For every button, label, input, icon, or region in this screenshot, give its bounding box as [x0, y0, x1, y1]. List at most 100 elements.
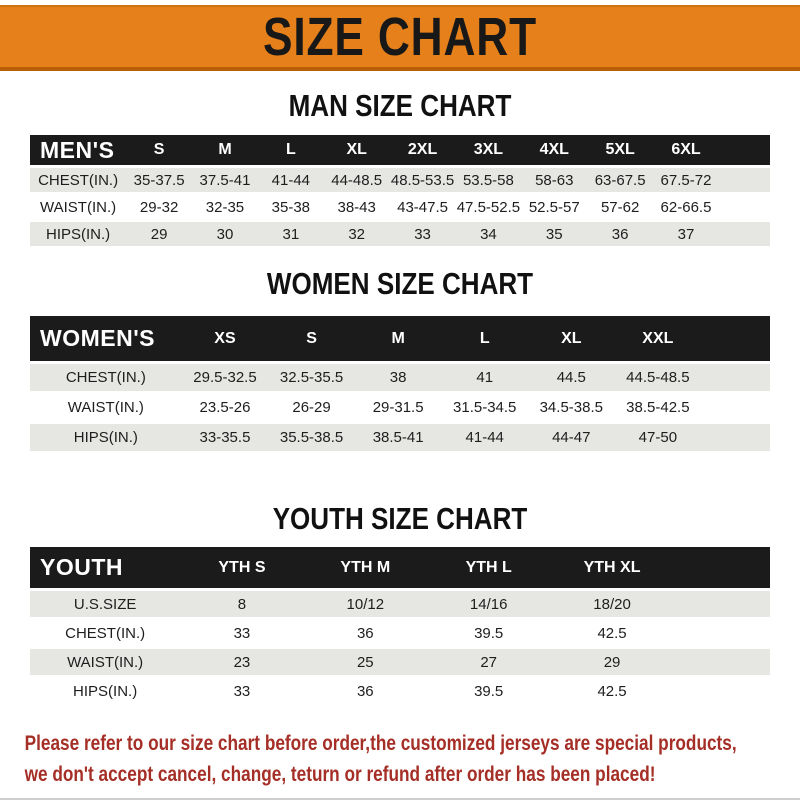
size-chart-section-youth: YOUTH SIZE CHART YOUTH YTH S YTH M YTH L YTH … [0, 503, 800, 704]
size-cell: 26-29 [268, 391, 355, 421]
size-cell: 58-63 [521, 165, 588, 192]
column-header: M [354, 316, 442, 361]
footer-note-line-2: we don't accept cancel, change, teturn o… [24, 763, 656, 786]
row-label: CHEST(IN.) [30, 361, 182, 391]
column-header: 3XL [455, 135, 522, 165]
table-row: HIPS(IN.) 29 30 31 32 33 34 35 36 37 [30, 219, 770, 246]
size-cell: 48.5-53.5 [389, 165, 456, 192]
size-cell: 42.5 [550, 617, 674, 646]
size-cell: 36 [303, 675, 427, 704]
size-cell: 34.5-38.5 [528, 391, 615, 421]
table-row: CHEST(IN.) 33 36 39.5 42.5 [30, 617, 770, 646]
table-row: HIPS(IN.) 33 36 39.5 42.5 [30, 675, 770, 704]
column-header: M [192, 135, 258, 165]
size-cell: 67.5-72 [653, 165, 719, 192]
size-cell: 44-48.5 [323, 165, 390, 192]
size-cell: 63-67.5 [587, 165, 654, 192]
table-header-row: WOMEN'S XS S M L XL XXL [30, 316, 770, 361]
column-header: YTH M [303, 547, 427, 588]
size-cell: 35-38 [257, 192, 324, 219]
row-label: WAIST(IN.) [30, 192, 127, 219]
table-header-row: MEN'S S M L XL 2XL 3XL 4XL 5XL 6XL [30, 135, 770, 165]
column-header: XL [323, 135, 390, 165]
size-chart-section-men: MAN SIZE CHART MEN'S S M L XL 2XL 3XL 4XL 5XL 6XL C… [0, 90, 800, 246]
size-cell: 25 [303, 646, 427, 675]
spacer-cell [718, 219, 770, 246]
row-label: HIPS(IN.) [30, 219, 127, 246]
size-cell: 27 [427, 646, 551, 675]
spacer-cell [718, 192, 770, 219]
size-cell: 38 [354, 361, 442, 391]
size-cell: 44.5 [528, 361, 615, 391]
size-cell: 29.5-32.5 [181, 361, 269, 391]
spacer-cell [701, 421, 770, 451]
column-header: S [268, 316, 355, 361]
size-cell: 30 [192, 219, 258, 246]
size-cell: 39.5 [427, 617, 551, 646]
spacer-cell [701, 391, 770, 421]
size-cell: 35-37.5 [126, 165, 193, 192]
size-cell: 32.5-35.5 [268, 361, 355, 391]
table-row: CHEST(IN.) 29.5-32.5 32.5-35.5 38 41 44.5 44.5… [30, 361, 770, 391]
size-cell: 29-31.5 [354, 391, 442, 421]
column-header: 6XL [653, 135, 719, 165]
column-header: S [126, 135, 193, 165]
size-cell: 44-47 [528, 421, 615, 451]
size-cell: 29-32 [126, 192, 193, 219]
spacer-cell [718, 165, 770, 192]
size-cell: 29 [126, 219, 193, 246]
size-cell: 37 [653, 219, 719, 246]
size-cell: 44.5-48.5 [614, 361, 702, 391]
size-cell: 38-43 [323, 192, 390, 219]
footer-note-line-1: Please refer to our size chart before or… [24, 732, 737, 755]
table-row: CHEST(IN.) 35-37.5 37.5-41 41-44 44-48.5 48.5… [30, 165, 770, 192]
column-header: L [441, 316, 528, 361]
footer-note: Please refer to our size chart before or… [0, 728, 737, 790]
table-row: WAIST(IN.) 23.5-26 26-29 29-31.5 31.5-34.5 34… [30, 391, 770, 421]
column-header: XXL [614, 316, 702, 361]
column-header: 4XL [521, 135, 588, 165]
size-cell: 23 [180, 646, 304, 675]
spacer-cell [673, 675, 770, 704]
size-cell: 53.5-58 [455, 165, 522, 192]
size-cell: 36 [303, 617, 427, 646]
size-cell: 23.5-26 [181, 391, 269, 421]
table-header-row: YOUTH YTH S YTH M YTH L YTH XL [30, 547, 770, 588]
column-header: 5XL [587, 135, 654, 165]
size-cell: 41-44 [257, 165, 324, 192]
table-row: U.S.SIZE 8 10/12 14/16 18/20 [30, 588, 770, 617]
size-table-women: WOMEN'S XS S M L XL XXL CHEST(IN.) 29.5-32.5 32.5… [30, 316, 770, 451]
size-cell: 35 [521, 219, 588, 246]
size-cell: 14/16 [427, 588, 551, 617]
section-title: WOMEN SIZE CHART [266, 266, 534, 301]
row-label: CHEST(IN.) [30, 617, 181, 646]
size-chart-section-women: WOMEN SIZE CHART WOMEN'S XS S M L XL XXL CHEST(I… [0, 268, 800, 451]
table-header-label: YOUTH [30, 547, 181, 588]
table-header-label: MEN'S [30, 135, 127, 165]
size-cell: 37.5-41 [192, 165, 258, 192]
size-cell: 31 [257, 219, 324, 246]
section-title: YOUTH SIZE CHART [272, 501, 528, 536]
size-sections: MAN SIZE CHART MEN'S S M L XL 2XL 3XL 4XL 5XL 6XL C… [0, 90, 800, 704]
size-cell: 47.5-52.5 [455, 192, 522, 219]
size-cell: 62-66.5 [653, 192, 719, 219]
table-row: WAIST(IN.) 29-32 32-35 35-38 38-43 43-47.5 47.… [30, 192, 770, 219]
size-chart-banner: SIZE CHART [0, 5, 800, 71]
size-cell: 47-50 [614, 421, 702, 451]
size-cell: 34 [455, 219, 522, 246]
size-cell: 8 [180, 588, 304, 617]
size-table-men: MEN'S S M L XL 2XL 3XL 4XL 5XL 6XL CHEST(IN.) 35-37… [30, 135, 770, 246]
table-row: HIPS(IN.) 33-35.5 35.5-38.5 38.5-41 41-44 44-… [30, 421, 770, 451]
size-cell: 33 [180, 617, 304, 646]
spacer-cell [673, 617, 770, 646]
row-label: U.S.SIZE [30, 588, 181, 617]
table-header-label: WOMEN'S [30, 316, 182, 361]
row-label: WAIST(IN.) [30, 646, 181, 675]
column-header: L [257, 135, 324, 165]
row-label: HIPS(IN.) [30, 421, 182, 451]
size-cell: 36 [587, 219, 654, 246]
size-cell: 33 [389, 219, 456, 246]
size-cell: 33 [180, 675, 304, 704]
spacer-cell [701, 316, 770, 361]
size-cell: 38.5-42.5 [614, 391, 702, 421]
